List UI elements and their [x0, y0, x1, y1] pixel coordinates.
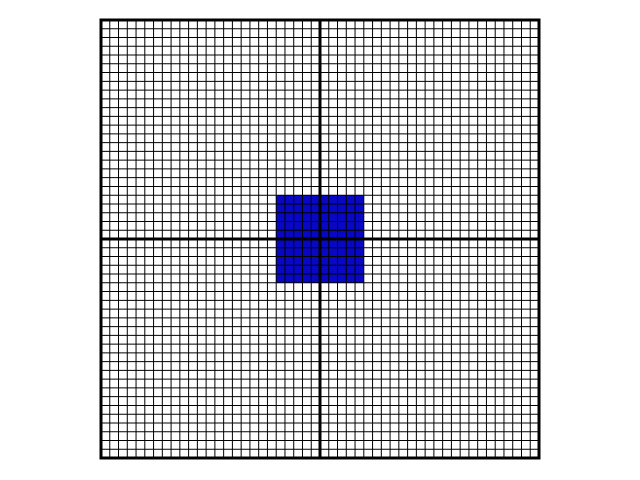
major-grid-lines	[99, 18, 541, 460]
